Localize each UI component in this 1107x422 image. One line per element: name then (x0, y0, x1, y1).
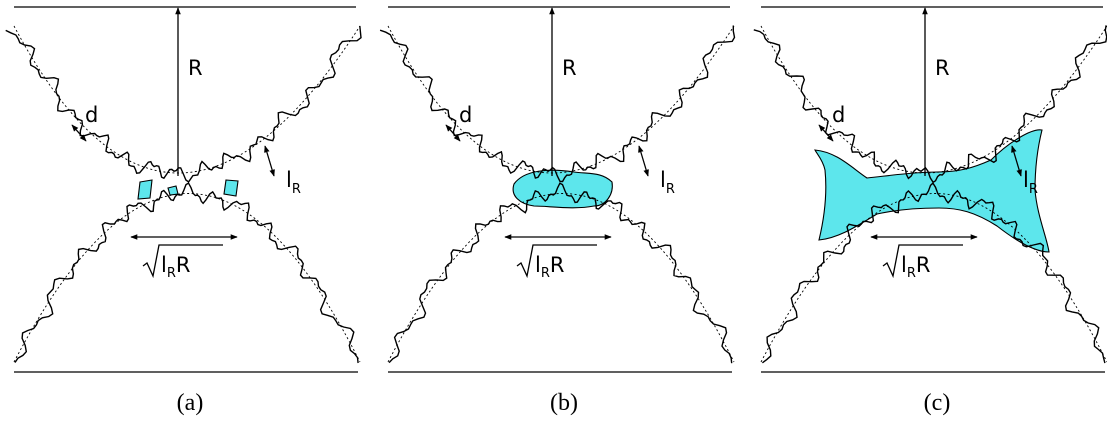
roughness-arrow (818, 124, 834, 142)
panel-caption: (b) (550, 390, 578, 416)
roughness-label: d (85, 103, 98, 127)
upper-rough-surface (5, 25, 362, 183)
lower-sphere-mean-profile (760, 193, 1107, 363)
lower-rough-surface (14, 182, 359, 364)
lower-rough-surface (388, 182, 733, 364)
roughness-arrow (445, 124, 461, 142)
upper-rough-sphere (379, 25, 736, 183)
panel-c: R d lR lRR (c) (753, 6, 1107, 416)
panel-a: R d lR lRR (a) (5, 6, 362, 416)
upper-rough-surface (379, 25, 736, 183)
radius-label: R (188, 56, 203, 80)
upper-sphere-mean-profile (387, 25, 735, 174)
width-label: lRR (516, 244, 597, 281)
radius-label: R (562, 56, 577, 80)
lower-rough-sphere (761, 182, 1106, 364)
length-arrow (264, 145, 275, 177)
upper-rough-surface (753, 25, 1107, 184)
lower-sphere-mean-profile (13, 193, 361, 363)
liquid-bridge-medium (512, 169, 613, 209)
sqrt-sign (516, 244, 597, 279)
length-arrow (1011, 145, 1022, 177)
length-label: lR (660, 168, 675, 197)
liquid-bridge-region (167, 185, 179, 196)
length-label: lR (286, 168, 301, 197)
width-label: lRR (142, 244, 223, 281)
lower-rough-sphere (14, 182, 359, 364)
liquid-bridge-region (137, 179, 153, 200)
roughness-label: d (459, 103, 472, 127)
panel-caption: (a) (177, 390, 204, 416)
svg-text:lRR: lRR (161, 253, 190, 281)
lower-rough-sphere (388, 182, 733, 364)
panel-b: R d lR lRR (b) (379, 6, 736, 416)
upper-rough-sphere (753, 25, 1107, 184)
upper-rough-sphere (5, 25, 362, 183)
length-label: lR (1023, 168, 1038, 197)
sqrt-sign (882, 244, 963, 279)
liquid-bridge-small (137, 179, 239, 200)
width-label: lRR (882, 244, 963, 281)
roughness-label: d (832, 103, 845, 127)
svg-text:lRR: lRR (901, 253, 930, 281)
length-arrow (638, 145, 649, 177)
roughness-arrow (71, 124, 87, 142)
lower-sphere-mean-profile (387, 193, 735, 363)
upper-sphere-mean-profile (760, 25, 1107, 174)
lower-rough-surface (761, 182, 1106, 364)
liquid-bridge-region (512, 169, 613, 209)
radius-label: R (935, 56, 950, 80)
panel-caption: (c) (924, 390, 951, 416)
sqrt-sign (142, 244, 223, 279)
liquid-bridge-region (223, 179, 239, 197)
svg-text:lRR: lRR (535, 253, 564, 281)
